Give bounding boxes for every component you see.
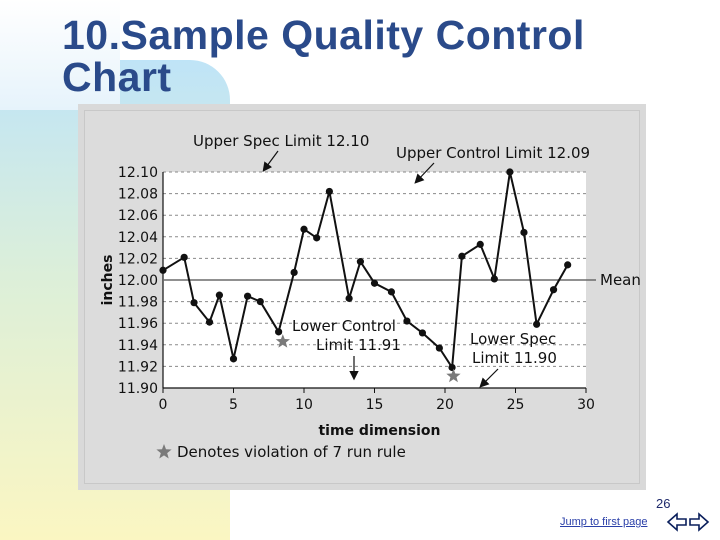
data-point bbox=[435, 344, 443, 352]
annotation-lower-spec-line1: Lower Spec bbox=[470, 330, 556, 348]
annotation-upper-spec: Upper Spec Limit 12.10 bbox=[193, 132, 369, 150]
data-point bbox=[520, 228, 528, 237]
annotation-arrow bbox=[262, 150, 279, 172]
y-tick-label: 12.04 bbox=[118, 230, 158, 246]
chart-figure: 12.10 12.08 12.06 12.04 12.02 12.00 11.98 11.96… bbox=[78, 104, 646, 490]
data-point bbox=[275, 328, 283, 336]
data-point bbox=[564, 261, 572, 269]
y-tick-label: 11.92 bbox=[118, 359, 158, 375]
data-point bbox=[180, 253, 188, 261]
data-point bbox=[190, 299, 198, 307]
annotation-lower-control-line2: Limit 11.91 bbox=[316, 336, 401, 354]
data-point bbox=[159, 266, 167, 274]
data-point bbox=[387, 288, 396, 296]
y-tick-label: 12.06 bbox=[118, 208, 158, 224]
data-point bbox=[229, 355, 238, 363]
y-tick-label: 11.96 bbox=[118, 316, 158, 332]
data-point bbox=[290, 268, 298, 277]
data-point bbox=[256, 298, 264, 306]
data-point bbox=[506, 168, 514, 176]
data-point bbox=[205, 318, 214, 326]
data-point bbox=[533, 320, 541, 328]
left-gradient-band-top bbox=[0, 0, 120, 110]
x-axis-label: time dimension bbox=[318, 423, 440, 439]
y-tick-label: 12.00 bbox=[118, 273, 158, 289]
x-tick-label: 30 bbox=[577, 397, 595, 413]
arrow-left-icon[interactable] bbox=[666, 512, 687, 532]
y-tick-label: 12.02 bbox=[118, 251, 158, 267]
x-tick-label: 0 bbox=[159, 397, 168, 413]
slide-title: 10.Sample Quality Control Chart bbox=[62, 12, 585, 100]
x-tick-label: 20 bbox=[436, 397, 454, 413]
data-point bbox=[325, 187, 333, 196]
footnote-star-icon bbox=[156, 444, 172, 459]
quality-control-chart: 12.10 12.08 12.06 12.04 12.02 12.00 11.98 11.96… bbox=[100, 132, 641, 461]
violation-star bbox=[275, 334, 290, 348]
data-point bbox=[403, 317, 411, 325]
data-point bbox=[345, 294, 353, 302]
data-point bbox=[313, 234, 321, 242]
y-tick-label: 12.10 bbox=[118, 165, 158, 181]
x-tick-label: 25 bbox=[507, 397, 525, 413]
jump-to-first-page-link[interactable]: Jump to first page bbox=[560, 516, 648, 528]
annotation-lower-spec-line2: Limit 11.90 bbox=[472, 349, 557, 367]
data-point bbox=[356, 258, 364, 266]
y-tick-label: 12.08 bbox=[118, 187, 158, 203]
x-tick-label: 10 bbox=[295, 397, 313, 413]
data-point bbox=[244, 292, 252, 300]
data-point bbox=[215, 291, 223, 299]
violation-star bbox=[446, 368, 461, 383]
mean-label: Mean bbox=[600, 271, 641, 289]
footnote-text: Denotes violation of 7 run rule bbox=[177, 443, 406, 461]
page-number: 26 bbox=[656, 496, 671, 511]
chart-series: Mean bbox=[159, 168, 641, 383]
nav-arrows bbox=[666, 512, 710, 532]
arrow-right-icon[interactable] bbox=[689, 512, 710, 532]
data-point bbox=[300, 225, 308, 233]
x-tick-label: 5 bbox=[229, 397, 238, 413]
annotation-arrow bbox=[414, 162, 435, 184]
annotation-upper-control: Upper Control Limit 12.09 bbox=[396, 144, 590, 162]
data-point bbox=[549, 286, 558, 294]
y-tick-label: 11.90 bbox=[118, 381, 158, 397]
chart-axes: 12.10 12.08 12.06 12.04 12.02 12.00 11.98 11.96… bbox=[100, 165, 595, 439]
annotation-arrow bbox=[479, 368, 499, 388]
y-axis-label: inches bbox=[100, 255, 116, 306]
annotation-lower-control-line1: Lower Control bbox=[292, 317, 396, 335]
y-tick-label: 11.94 bbox=[118, 338, 158, 354]
x-tick-label: 15 bbox=[366, 397, 384, 413]
data-point bbox=[490, 275, 498, 283]
y-tick-label: 11.98 bbox=[118, 295, 158, 311]
data-point bbox=[476, 240, 484, 248]
data-point bbox=[418, 329, 427, 337]
data-point bbox=[448, 363, 456, 372]
data-point bbox=[370, 279, 379, 287]
chart-annotations: Upper Spec Limit 12.10 Upper Control Limi… bbox=[156, 132, 590, 461]
data-point bbox=[458, 252, 466, 260]
